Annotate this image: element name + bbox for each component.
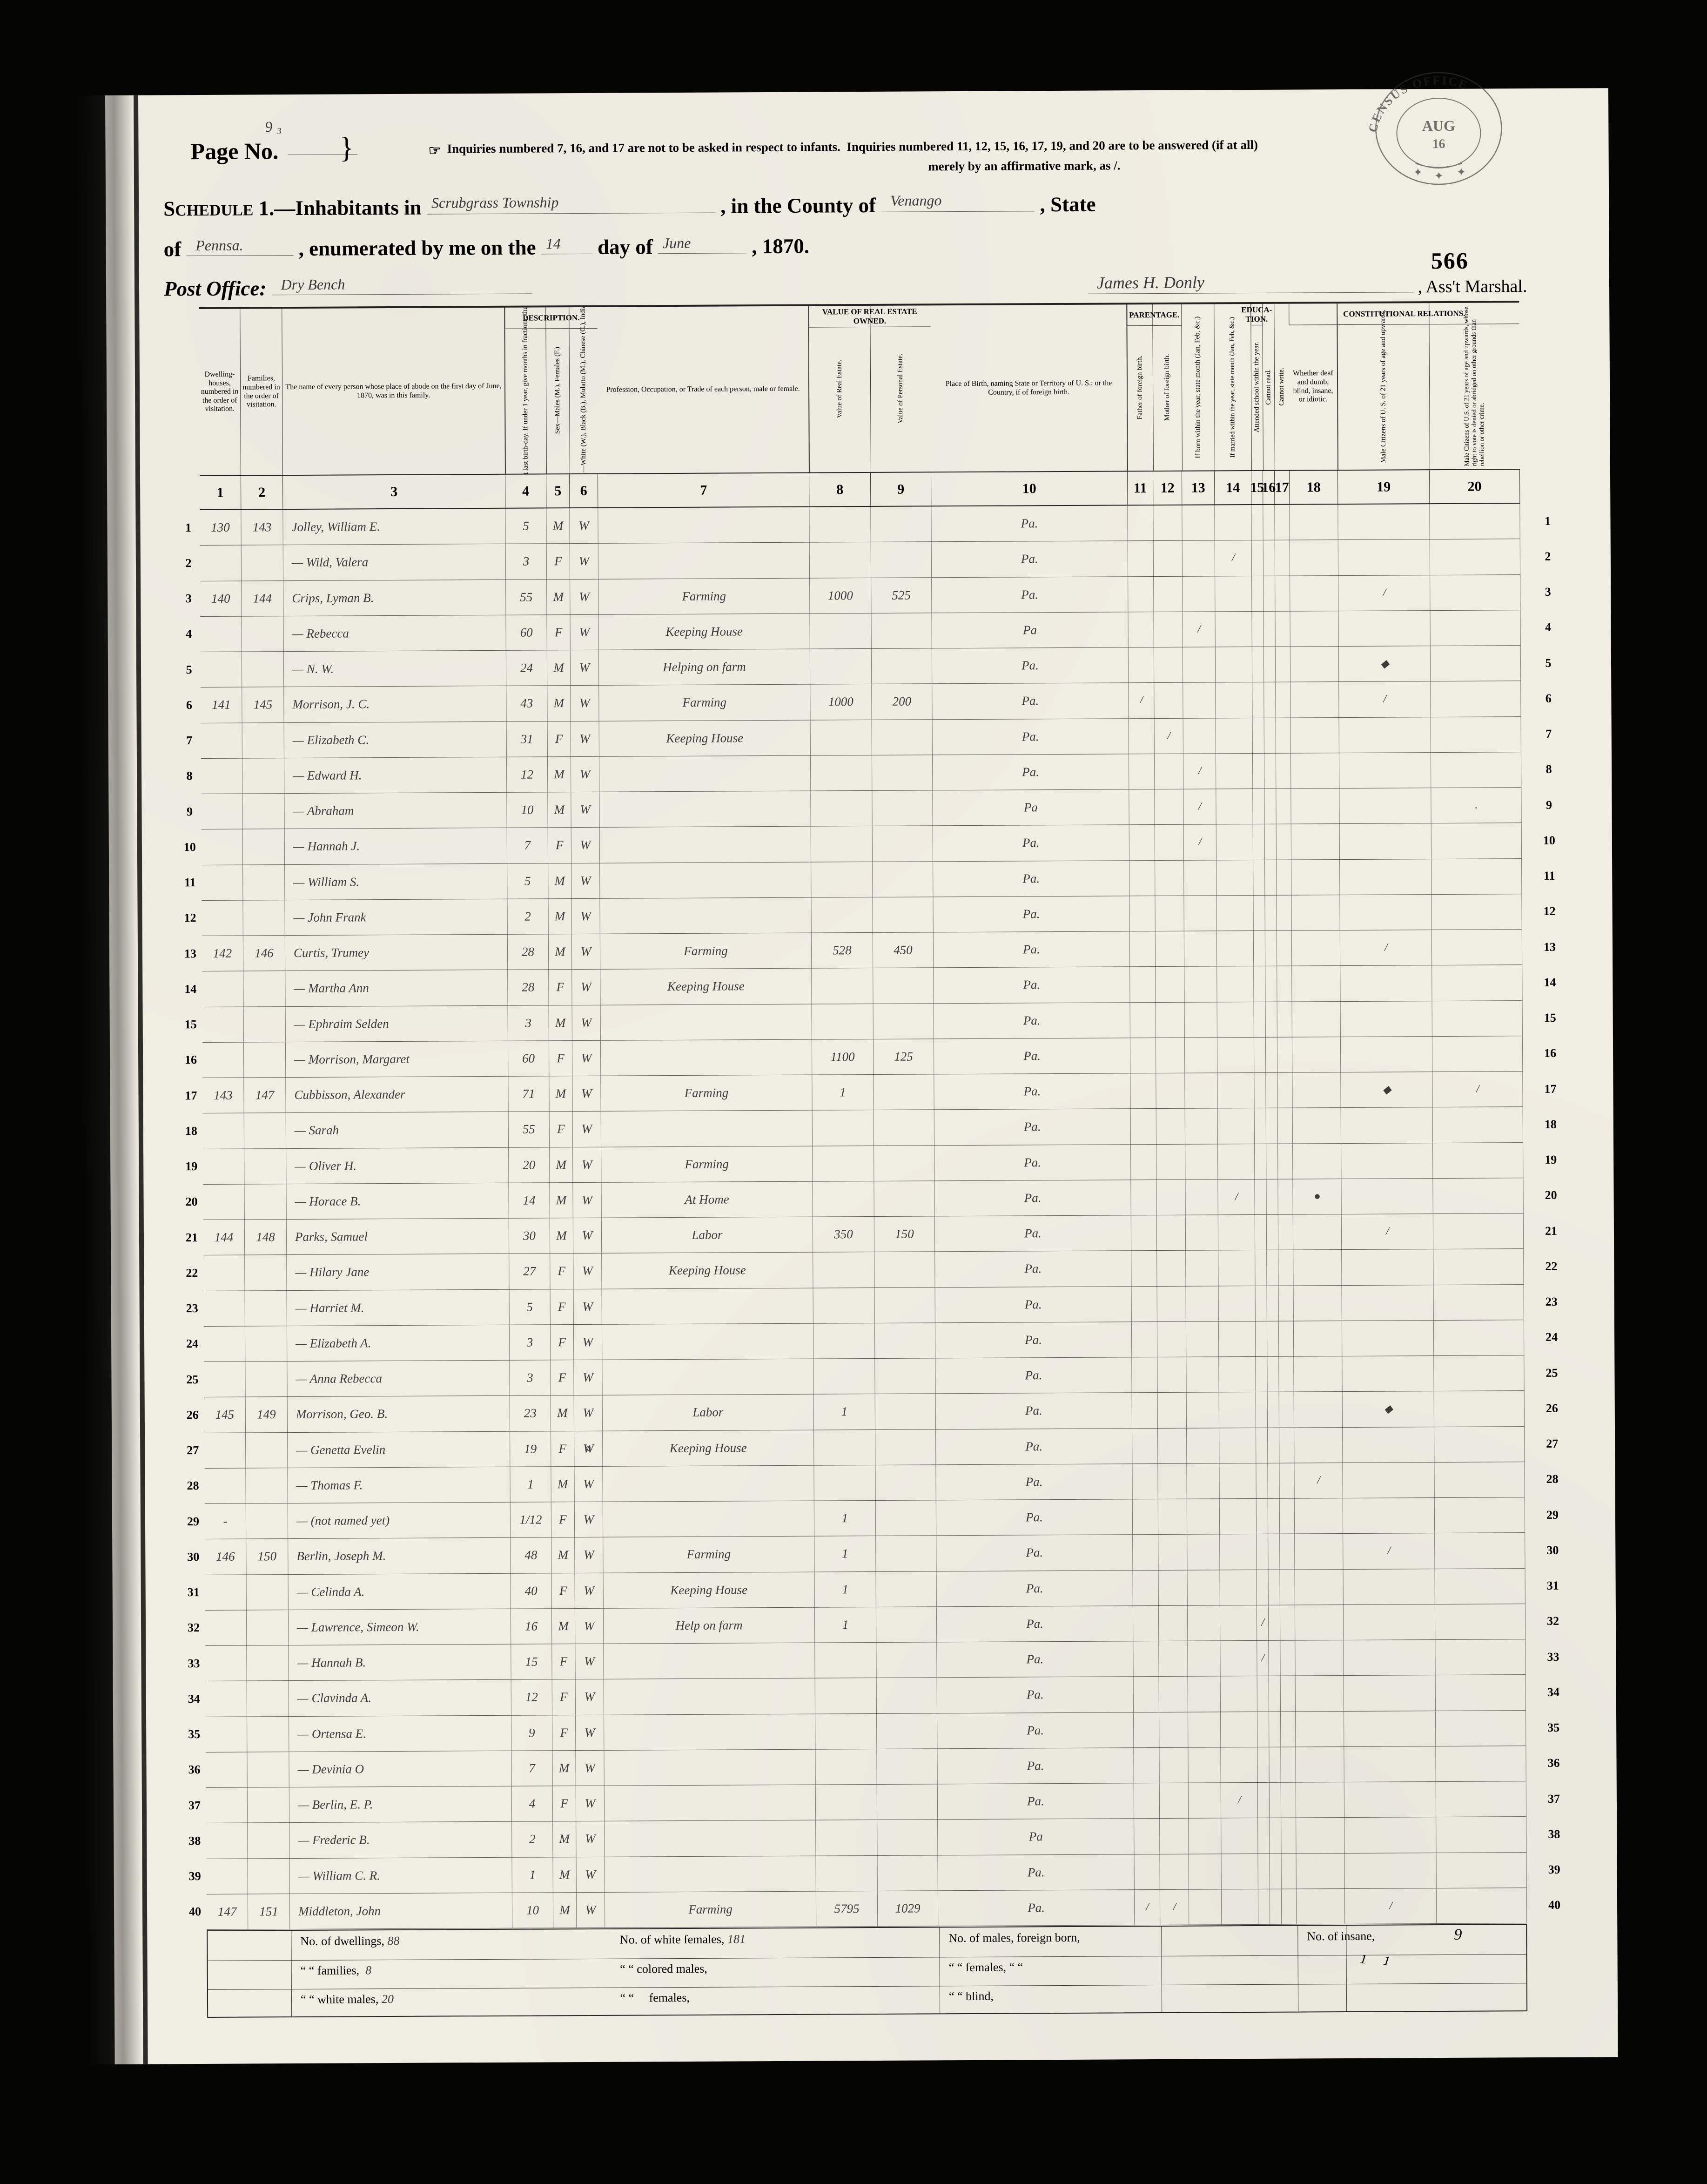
svg-text:✦: ✦ — [1457, 167, 1466, 179]
svg-text:✦: ✦ — [1434, 170, 1444, 182]
svg-text:✦: ✦ — [1413, 167, 1423, 179]
svg-text:16: 16 — [1432, 137, 1445, 151]
svg-text:AUG: AUG — [1422, 117, 1455, 134]
